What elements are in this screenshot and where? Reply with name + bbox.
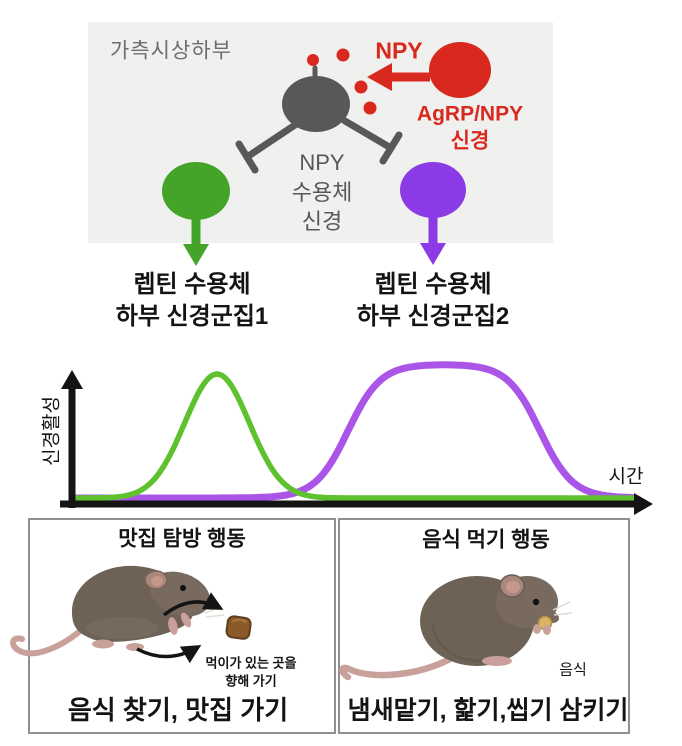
inhibition-left <box>235 121 299 174</box>
mouse-hind-foot <box>92 639 114 649</box>
mouse-front-paw <box>180 612 192 628</box>
y-axis-arrow <box>61 370 83 389</box>
x-axis-arrow <box>634 493 653 515</box>
cluster2-label-line2: 하부 신경군집2 <box>356 303 510 330</box>
inhibition-right <box>341 117 403 165</box>
cluster2-neuron <box>400 162 466 218</box>
activity-chart <box>60 361 653 515</box>
agrp-label-line1: AgRP/NPY <box>416 102 524 126</box>
activity-curve-cluster1 <box>72 371 635 501</box>
agrp-label-line2: 신경 <box>450 129 490 153</box>
mouse-tail <box>10 623 89 657</box>
npy-dot <box>363 101 377 115</box>
mouse-walking-illustration <box>10 565 225 657</box>
mouse-belly <box>86 617 158 639</box>
mouse-front-paw <box>543 625 551 635</box>
food-label: 음식 <box>559 661 587 679</box>
mouse-front-paw <box>533 624 541 634</box>
mouse-eating-illustration <box>339 574 573 681</box>
mouse-eye <box>532 598 540 606</box>
mouse-whiskers <box>204 605 225 618</box>
agrp-npy-neuron <box>429 42 491 98</box>
npy-dot <box>354 80 368 94</box>
approach-arrow-upper <box>162 592 224 617</box>
cluster2-arrow-head <box>420 243 446 265</box>
npy-dot <box>336 48 350 62</box>
mouse-eye <box>180 585 186 591</box>
cluster1-neuron <box>162 162 230 220</box>
approach-note-line1: 먹이가 있는 곳을 <box>205 655 297 671</box>
approach-arrow-lower <box>136 645 202 664</box>
cluster1-label-line2: 하부 신경군집1 <box>115 303 269 330</box>
npy-dot <box>307 54 319 66</box>
eating-box-caption: 냄새맡기, 핥기,씹기 삼키기 <box>347 696 629 725</box>
npy-label: NPY <box>375 37 423 64</box>
activity-curve-cluster2 <box>71 361 636 502</box>
mouse-ear-inner <box>506 581 520 593</box>
receptor-label-line3: 신경 <box>301 209 343 234</box>
pellet-highlight <box>231 618 247 624</box>
exploration-box-caption: 음식 찾기, 맛집 가기 <box>67 695 289 725</box>
mouse-hind-foot <box>482 656 512 666</box>
exploration-box-title: 맛집 탐방 행동 <box>118 527 246 551</box>
npy-receptor-neuron <box>282 76 350 132</box>
food-pellet <box>225 615 252 640</box>
mouse-haunch <box>430 624 488 662</box>
mouse-ear-inner <box>151 576 163 586</box>
cluster1-neuron-group <box>162 162 230 266</box>
y-axis-label: 신경활성 <box>41 396 63 466</box>
mouse-front-paw <box>168 617 178 635</box>
approach-note-line2: 향해 가기 <box>225 673 277 689</box>
cluster1-arrow-head <box>183 244 209 266</box>
x-axis-label: 시간 <box>608 466 644 488</box>
receptor-label-line1: NPY <box>299 150 345 175</box>
mouse-tail <box>339 654 456 681</box>
cluster1-label-line1: 렙틴 수용체 <box>133 271 251 298</box>
cluster2-neuron-group <box>400 162 466 265</box>
receptor-label-line2: 수용체 <box>291 180 353 205</box>
arrow-head <box>367 63 392 91</box>
npy-molecule-dots <box>307 48 377 115</box>
mouse-whiskers <box>552 601 573 616</box>
npy-release-arrow <box>367 63 430 91</box>
region-label: 가측시상하부 <box>110 39 232 63</box>
eating-box-title: 음식 먹기 행동 <box>422 528 550 552</box>
cluster2-label-line1: 렙틴 수용체 <box>374 271 492 298</box>
